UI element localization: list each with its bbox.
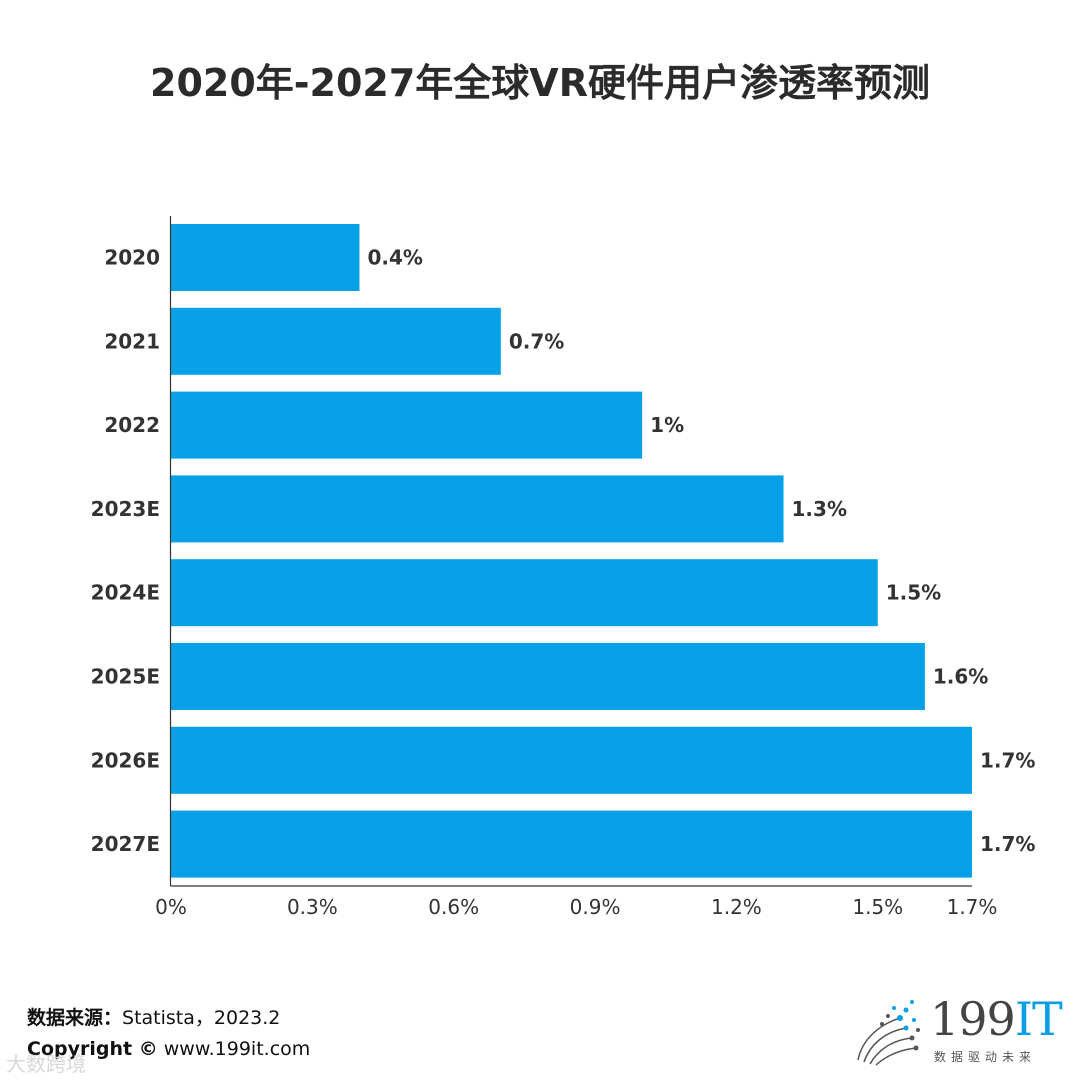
value-label-2021: 0.7%	[509, 329, 564, 353]
bar-2025E	[171, 643, 925, 710]
logo-dots-icon	[857, 1000, 920, 1066]
x-tick-label: 1.7%	[947, 895, 998, 919]
logo-it: IT	[1014, 992, 1063, 1046]
copyright-link[interactable]: www.199it.com	[163, 1038, 311, 1060]
x-tick-label: 1.5%	[852, 895, 903, 919]
source-value: Statista，2023.2	[122, 1007, 281, 1029]
value-label-2024E: 1.5%	[886, 581, 941, 605]
bar-2021	[171, 307, 501, 375]
bars-group	[171, 224, 972, 878]
value-label-2027E: 1.7%	[980, 832, 1035, 856]
bar-2022	[171, 391, 643, 459]
bar-2026E	[171, 726, 972, 794]
category-label-2026E: 2026E	[91, 748, 160, 772]
bar-2020	[171, 224, 360, 291]
watermark-text: 大数跨境	[6, 1052, 86, 1076]
logo-wordmark: 199IT	[930, 992, 1063, 1046]
category-label-2022: 2022	[104, 413, 160, 437]
bar-2024E	[171, 559, 878, 627]
category-label-2021: 2021	[104, 329, 160, 353]
value-label-2020: 0.4%	[367, 246, 422, 270]
value-label-2023E: 1.3%	[792, 497, 847, 521]
chart-title: 2020年-2027年全球VR硬件用户渗透率预测	[150, 61, 930, 105]
x-tick-label: 0%	[155, 895, 187, 919]
bar-2027E	[171, 810, 972, 878]
logo-digits: 199	[930, 992, 1016, 1046]
bar-2023E	[171, 475, 784, 543]
category-label-2020: 2020	[104, 246, 160, 270]
logo-tagline: 数据驱动未来	[934, 1050, 1037, 1064]
value-labels-group: 0.4% 0.7% 1% 1.3% 1.5% 1.6% 1.7% 1.7%	[367, 246, 1035, 857]
x-tick-label: 0.9%	[570, 895, 621, 919]
category-label-2024E: 2024E	[91, 581, 160, 605]
category-label-2023E: 2023E	[91, 497, 160, 521]
value-label-2022: 1%	[650, 413, 684, 437]
category-labels-group: 2020 2021 2022 2023E 2024E 2025E 2026E 2027E	[91, 246, 160, 857]
x-tick-label: 1.2%	[711, 895, 762, 919]
axis-group: 0% 0.3% 0.6% 0.9% 1.2% 1.5% 1.7%	[155, 216, 997, 919]
x-tick-label: 0.3%	[287, 895, 338, 919]
category-label-2027E: 2027E	[91, 832, 160, 856]
x-tick-label: 0.6%	[428, 895, 479, 919]
copyright-label: Copyright ©	[27, 1038, 158, 1060]
source-line: 数据来源：Statista，2023.2	[27, 1003, 280, 1030]
value-label-2025E: 1.6%	[933, 665, 988, 689]
source-label: 数据来源：	[27, 1007, 123, 1029]
value-label-2026E: 1.7%	[980, 748, 1035, 772]
category-label-2025E: 2025E	[91, 665, 160, 689]
copyright-line: Copyright © www.199it.com	[27, 1038, 310, 1060]
